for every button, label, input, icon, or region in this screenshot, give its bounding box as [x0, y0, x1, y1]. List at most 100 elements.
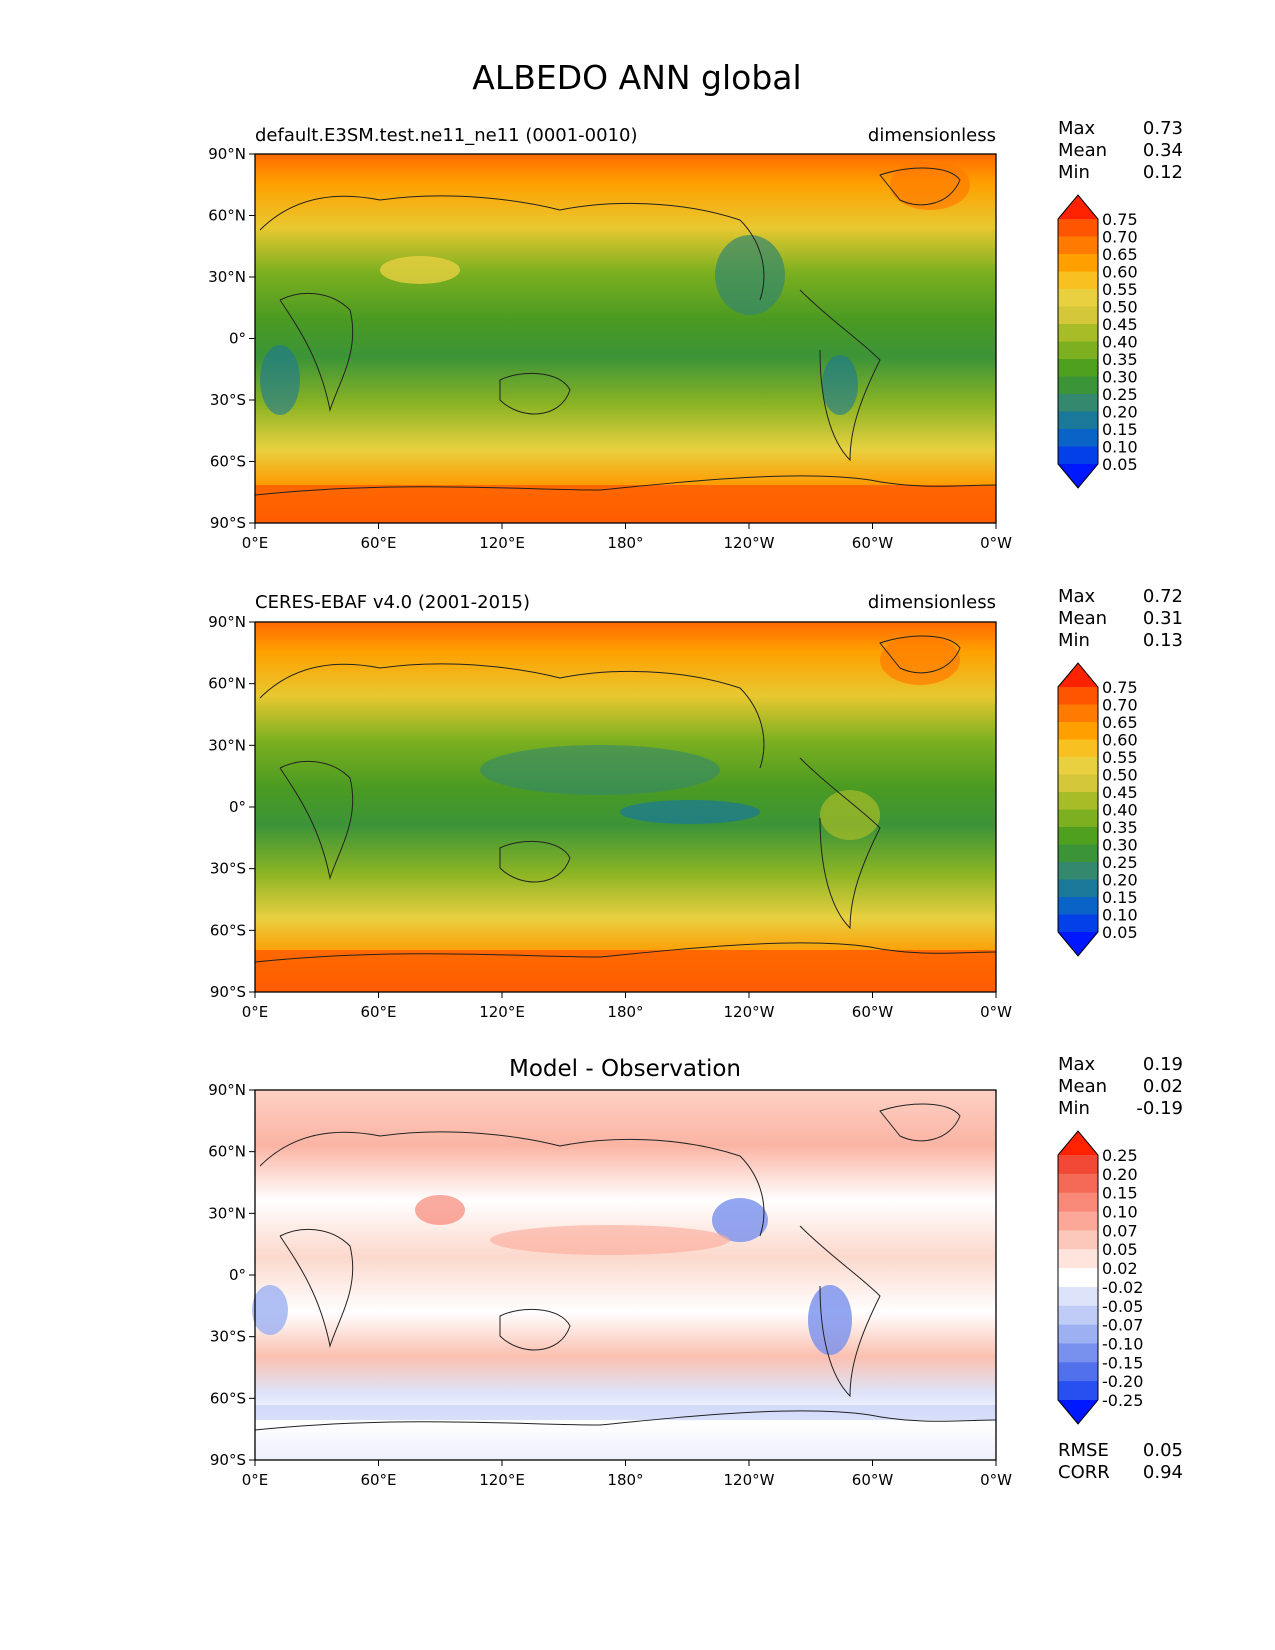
x-tick-label: 120°W: [724, 534, 775, 552]
panel-difference: Model - Observation 90°N 60°N 30°N 0° 30°S 60…: [208, 1054, 1183, 1489]
colorbar-swatch: [1058, 236, 1098, 255]
colorbar-level-label: 0.20: [1102, 403, 1138, 422]
stat-min-label: Min: [1058, 162, 1090, 183]
y-tick-label: 30°S: [210, 1328, 246, 1346]
panel-right-title: dimensionless: [868, 592, 996, 613]
colorbar-level-label: 0.75: [1102, 210, 1138, 229]
colorbar-level-label: -0.25: [1102, 1391, 1143, 1410]
stat-max-label: Max: [1058, 586, 1096, 607]
colorbar-swatch: [1058, 1381, 1098, 1401]
colorbar-swatch: [1058, 792, 1098, 810]
colorbar-swatch: [1058, 359, 1098, 377]
colorbar-level-label: 0.45: [1102, 783, 1138, 802]
y-ticks: 90°N 60°N 30°N 0° 30°S 60°S 90°S: [208, 145, 255, 532]
colorbar-level-label: 0.55: [1102, 748, 1138, 767]
colorbar-swatch: [1058, 1192, 1098, 1213]
stat-rmse-value: 0.05: [1143, 1440, 1183, 1461]
y-tick-label: 90°N: [208, 1081, 246, 1099]
colorbar-level-label: 0.10: [1102, 1203, 1138, 1222]
colorbar-swatch: [1058, 271, 1098, 290]
y-tick-label: 30°N: [208, 268, 246, 286]
colorbar-level-label: 0.60: [1102, 263, 1138, 282]
colorbar-swatch: [1058, 897, 1098, 915]
y-tick-label: 90°S: [210, 514, 246, 532]
colorbar: 0.250.200.150.100.070.050.02-0.02-0.05-0…: [1057, 1130, 1143, 1425]
x-tick-label: 0°E: [242, 1003, 269, 1021]
y-tick-label: 0°: [229, 330, 246, 348]
colorbar-swatch: [1058, 704, 1098, 723]
coastlines: [254, 1103, 997, 1431]
colorbar-level-label: -0.02: [1102, 1278, 1143, 1297]
colorbar-swatch: [1058, 844, 1098, 863]
colorbar-swatch: [1058, 411, 1098, 430]
colorbar-level-label: 0.60: [1102, 731, 1138, 750]
colorbar-swatch: [1058, 809, 1098, 828]
x-tick-label: 0°W: [980, 1003, 1012, 1021]
x-tick-label: 120°E: [479, 1471, 525, 1489]
colorbar-extend-top: [1058, 663, 1098, 687]
colorbar-outline: [1057, 194, 1099, 489]
colorbar-extend-top: [1058, 195, 1098, 219]
colorbar-swatch: [1058, 254, 1098, 272]
stat-min-value: -0.19: [1136, 1098, 1183, 1119]
extra-stats-block: RMSE 0.05 CORR 0.94: [1058, 1440, 1183, 1483]
x-ticks: 0°E 60°E 120°E 180° 120°W 60°W 0°W: [242, 992, 1012, 1021]
colorbar-level-label: 0.25: [1102, 853, 1138, 872]
x-tick-label: 120°W: [724, 1003, 775, 1021]
colorbar-level-label: 0.50: [1102, 298, 1138, 317]
colorbar-swatch: [1058, 1324, 1098, 1344]
x-ticks: 0°E 60°E 120°E 180° 120°W 60°W 0°W: [242, 523, 1012, 552]
colorbar-level-label: -0.10: [1102, 1334, 1143, 1353]
colorbar-swatch: [1058, 394, 1098, 412]
y-tick-label: 90°S: [210, 1451, 246, 1469]
colorbar-level-label: 0.05: [1102, 1240, 1138, 1259]
map-field: [252, 1090, 996, 1460]
colorbar-level-label: 0.30: [1102, 368, 1138, 387]
colorbar-swatch: [1058, 1362, 1098, 1382]
stat-min-value: 0.13: [1143, 630, 1183, 651]
colorbar: 0.750.700.650.600.550.500.450.400.350.30…: [1057, 662, 1138, 957]
x-tick-label: 180°: [607, 1003, 643, 1021]
stat-mean-label: Mean: [1058, 608, 1107, 629]
colorbar-swatch: [1058, 1305, 1098, 1326]
panel-left-title: CERES-EBAF v4.0 (2001-2015): [255, 592, 530, 613]
colorbar-swatch: [1058, 376, 1098, 395]
colorbar-level-label: 0.40: [1102, 801, 1138, 820]
stat-mean-value: 0.02: [1143, 1076, 1183, 1097]
colorbar-level-label: 0.15: [1102, 1184, 1138, 1203]
colorbar-swatch: [1058, 1249, 1098, 1269]
stats-block: Max 0.73 Mean 0.34 Min 0.12: [1058, 118, 1183, 183]
x-tick-label: 0°E: [242, 534, 269, 552]
colorbar-level-label: 0.05: [1102, 923, 1138, 942]
colorbar-swatch: [1058, 757, 1098, 775]
colorbar-swatch: [1058, 306, 1098, 325]
colorbar-swatch: [1058, 739, 1098, 758]
colorbar-swatch: [1058, 827, 1098, 845]
stats-block: Max 0.19 Mean 0.02 Min -0.19: [1058, 1054, 1183, 1119]
colorbar-level-label: -0.05: [1102, 1297, 1143, 1316]
x-tick-label: 60°E: [360, 1471, 396, 1489]
colorbar-swatch: [1058, 1230, 1098, 1250]
x-tick-label: 60°E: [360, 534, 396, 552]
stats-block: Max 0.72 Mean 0.31 Min 0.13: [1058, 586, 1183, 651]
colorbar-level-label: 0.50: [1102, 766, 1138, 785]
colorbar-swatch: [1058, 1173, 1098, 1194]
colorbar-swatch: [1058, 1286, 1098, 1307]
colorbar-swatch: [1058, 1268, 1098, 1288]
colorbar-level-label: 0.07: [1102, 1221, 1138, 1240]
colorbar-extend-bottom: [1058, 932, 1098, 956]
x-tick-label: 0°W: [980, 1471, 1012, 1489]
colorbar-swatch: [1058, 1155, 1098, 1175]
x-tick-label: 60°W: [852, 1471, 894, 1489]
stat-min-value: 0.12: [1143, 162, 1183, 183]
x-tick-label: 60°W: [852, 1003, 894, 1021]
colorbar-level-label: 0.02: [1102, 1259, 1138, 1278]
x-tick-label: 60°E: [360, 1003, 396, 1021]
y-tick-label: 30°N: [208, 1204, 246, 1222]
y-tick-label: 90°N: [208, 613, 246, 631]
map-field: [255, 154, 996, 523]
x-tick-label: 180°: [607, 534, 643, 552]
colorbar-swatch: [1058, 722, 1098, 740]
colorbar-level-label: 0.05: [1102, 455, 1138, 474]
